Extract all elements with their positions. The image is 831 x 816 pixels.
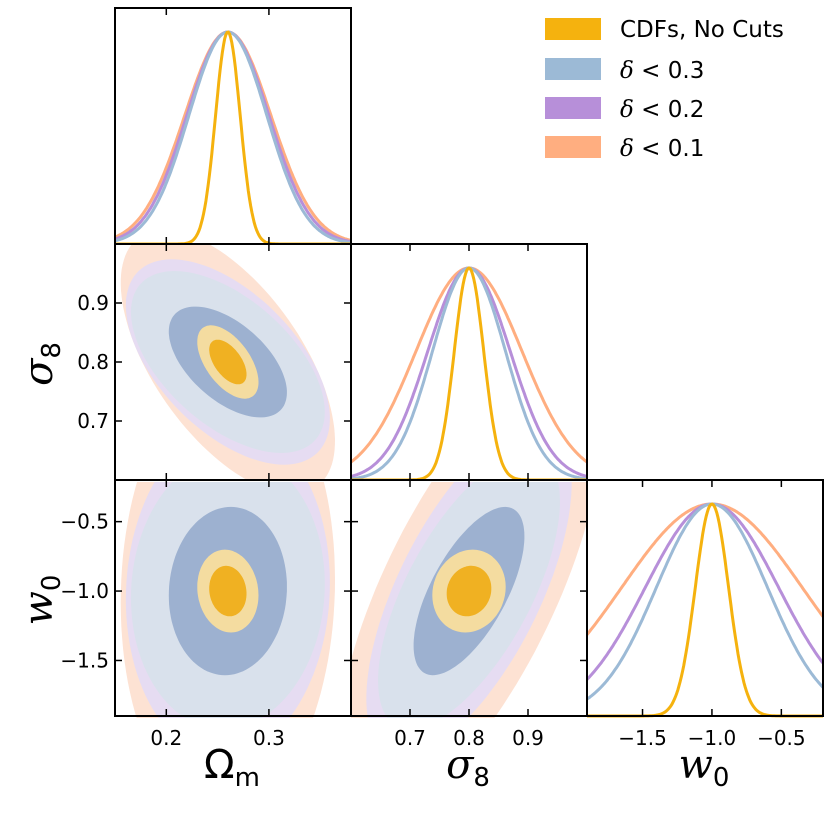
y-tick-label-w0: −0.5 (60, 510, 109, 534)
panel-frame-w0-w0 (586, 479, 824, 717)
x-axis-label-w0: w0 (679, 742, 730, 793)
marginal-curve-series-1-s8 (351, 266, 587, 481)
marginal-curve-series-1-w0 (587, 502, 823, 701)
x-tick-label-s8: 0.9 (512, 726, 544, 750)
marginal-curve-series-2-om (115, 30, 351, 244)
y-tick-label-w0: −1.0 (60, 579, 109, 603)
legend-swatch-delta-03 (545, 58, 601, 80)
marginal-curve-series-3-s8 (351, 266, 587, 464)
marginal-curve-series-0-w0 (587, 502, 823, 718)
marginal-panel-w0 (587, 502, 823, 718)
legend-swatch-delta-01 (545, 136, 601, 158)
legend-swatch-delta-02 (545, 97, 601, 119)
x-tick-label-w0: −1.5 (618, 726, 667, 750)
contour-panel-om-w0 (120, 482, 335, 718)
marginal-panel-s8 (351, 266, 587, 481)
marginal-panel-om (115, 30, 351, 244)
contour-panel-s8-w0 (351, 482, 587, 718)
legend: CDFs, No Cuts δ < 0.3 δ < 0.2 δ < 0.1 (545, 17, 784, 162)
marginal-curve-series-1-om (115, 30, 351, 244)
marginal-curve-series-2-w0 (587, 502, 823, 681)
panel-frame-s8-s8 (350, 243, 588, 481)
legend-swatch-cdfs-no-cuts (545, 18, 601, 40)
y-axis-label-sigma-8: σ8 (16, 342, 67, 386)
marginal-curve-series-0-om (115, 30, 351, 244)
contour-inner-series-0-s8-w0 (446, 565, 492, 617)
legend-label-delta-03: δ < 0.3 (620, 58, 704, 84)
y-tick-label-s8: 0.9 (77, 291, 109, 315)
panels-layer (115, 30, 823, 718)
y-axis-label-w0: w0 (16, 575, 67, 626)
x-tick-label-w0: −0.5 (757, 726, 806, 750)
contour-inner-series-0-om-s8 (209, 339, 247, 385)
y-tick-label-w0: −1.5 (60, 648, 109, 672)
x-tick-label-om: 0.2 (150, 726, 182, 750)
legend-label-cdfs-no-cuts: CDFs, No Cuts (620, 17, 784, 43)
x-tick-label-om: 0.3 (253, 726, 285, 750)
y-tick-label-s8: 0.7 (77, 409, 109, 433)
x-axis-label-sigma-8: σ8 (446, 742, 490, 793)
marginal-curve-series-2-s8 (351, 266, 587, 478)
x-tick-label-s8: 0.8 (453, 726, 485, 750)
x-tick-label-w0: −1.0 (688, 726, 737, 750)
contour-inner-series-0-om-w0 (209, 565, 247, 617)
marginal-curve-series-0-s8 (351, 266, 587, 481)
x-axis-label-omega-m: Ωm (204, 742, 260, 793)
y-tick-label-s8: 0.8 (77, 350, 109, 374)
legend-label-delta-01: δ < 0.1 (620, 136, 704, 162)
tick-layer: 0.2 0.3 0.7 0.8 0.9 −1.5 −1.0 −0.5 0.7 0.8 0.9 −1.5… (60, 8, 806, 750)
legend-label-delta-02: δ < 0.2 (620, 97, 704, 123)
x-tick-label-s8: 0.7 (394, 726, 426, 750)
contour-panel-om-s8 (120, 245, 335, 481)
